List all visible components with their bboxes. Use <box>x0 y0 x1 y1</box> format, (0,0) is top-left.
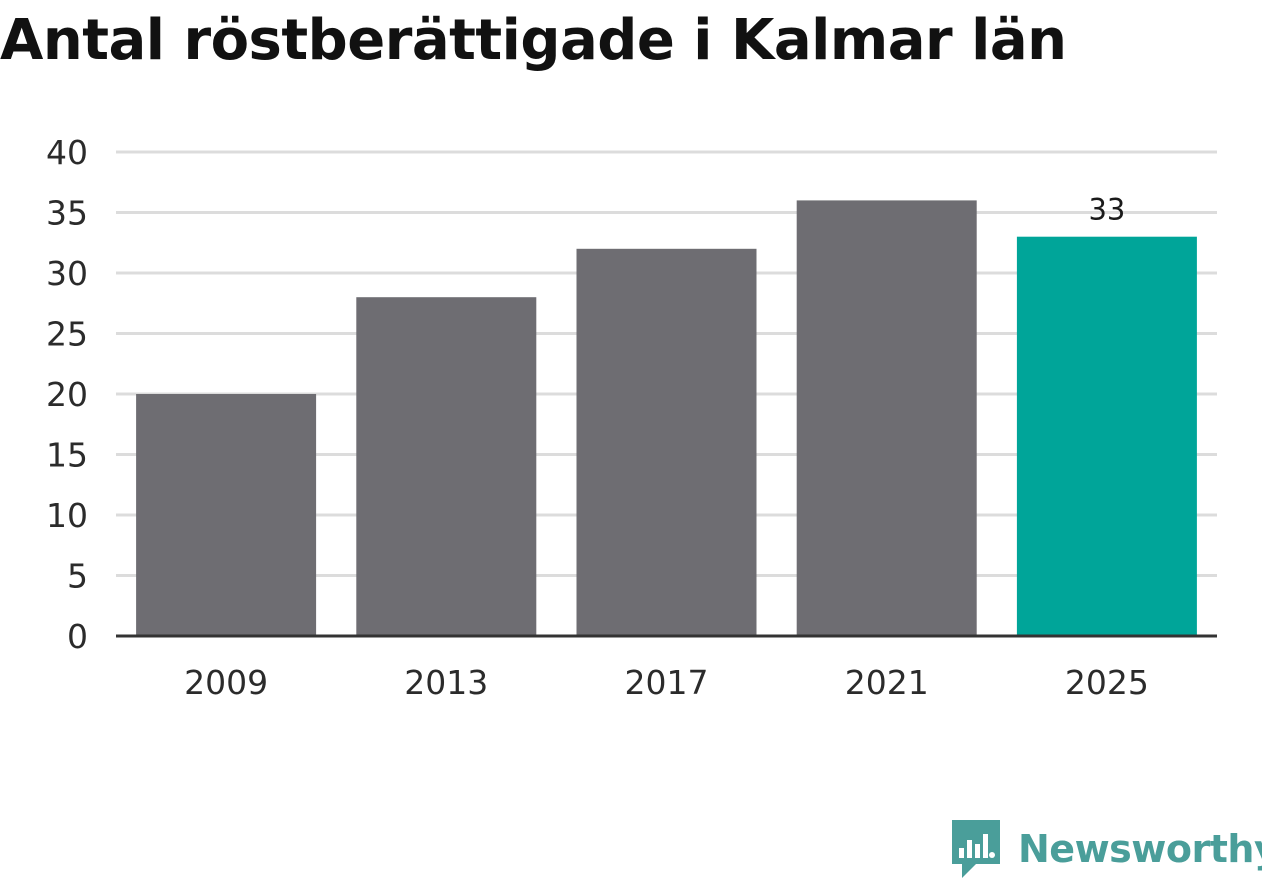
y-tick-label: 25 <box>46 315 88 354</box>
y-tick-label: 0 <box>67 617 88 656</box>
logo-text: Newsworthy <box>1018 827 1262 871</box>
x-tick-label: 2021 <box>845 663 929 702</box>
bar-2009 <box>136 394 317 636</box>
y-tick-label: 10 <box>46 496 88 535</box>
y-tick-label: 20 <box>46 375 88 414</box>
x-tick-label: 2009 <box>184 663 268 702</box>
newsworthy-bar-chart-icon <box>952 820 1000 878</box>
bar-2017 <box>576 248 757 637</box>
y-tick-label: 40 <box>46 133 88 172</box>
bar-2021 <box>796 200 977 636</box>
y-tick-label: 35 <box>46 194 88 233</box>
newsworthy-logo: Newsworthy <box>950 818 1262 880</box>
y-tick-label: 15 <box>46 436 88 475</box>
x-axis-ticks: 2009 2013 2017 2021 2025 <box>184 663 1149 702</box>
x-tick-label: 2013 <box>404 663 488 702</box>
data-labels: 33 <box>1088 193 1125 227</box>
x-tick-label: 2017 <box>625 663 709 702</box>
bars <box>136 200 1197 637</box>
bar-2013 <box>356 297 537 636</box>
y-tick-label: 30 <box>46 254 88 293</box>
y-axis-ticks: 0 5 10 15 20 25 30 35 40 <box>46 133 88 656</box>
x-tick-label: 2025 <box>1065 663 1149 702</box>
bar-2025 <box>1016 236 1197 636</box>
chart-title: Antal röstberättigade i Kalmar län <box>0 8 1067 73</box>
y-tick-label: 5 <box>67 557 88 596</box>
data-label-2025: 33 <box>1088 193 1125 227</box>
